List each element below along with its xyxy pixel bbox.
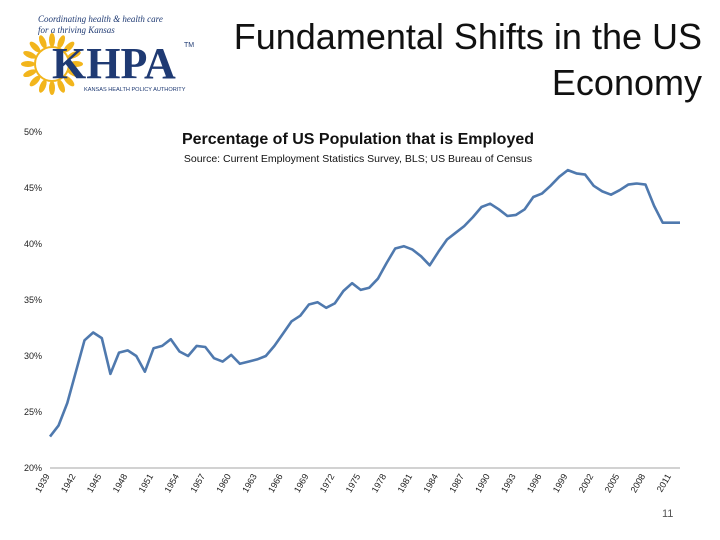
x-tick-label: 2011	[655, 472, 673, 494]
series-line	[48, 168, 680, 438]
khpa-logo: Coordinating health & health care for a …	[21, 14, 194, 95]
x-tick-label: 1975	[344, 472, 363, 494]
x-tick-label: 1978	[370, 472, 389, 494]
sun-ray	[21, 61, 35, 67]
y-tick-label: 30%	[24, 351, 42, 361]
x-tick-label: 1945	[85, 472, 104, 494]
logo-trademark: TM	[184, 42, 194, 49]
sun-ray	[29, 41, 41, 53]
x-tick-label: 1984	[421, 472, 440, 494]
x-tick-label: 1960	[214, 472, 233, 494]
logo-wordmark: KHPA	[52, 39, 176, 88]
x-tick-label: 1969	[292, 472, 311, 494]
x-tick-label: 1951	[137, 472, 156, 494]
sun-ray	[49, 33, 55, 47]
y-axis: 20% 25% 30% 35% 40% 45% 50%	[24, 127, 42, 473]
x-axis: 1939 1942 1945 1948 1951 1954 1957 1960 1963 1966…	[33, 467, 680, 494]
sun-ray	[67, 69, 81, 78]
x-tick-label: 1957	[188, 472, 207, 494]
x-tick-label: 1999	[551, 472, 570, 494]
x-tick-label: 1987	[447, 472, 466, 494]
sun-ray	[67, 50, 81, 59]
x-tick-label: 1996	[525, 472, 544, 494]
logo-org-name: KANSAS HEALTH POLICY AUTHORITY	[84, 87, 186, 93]
y-tick-label: 25%	[24, 407, 42, 417]
sun-ray	[38, 35, 47, 49]
x-tick-label: 1966	[266, 472, 285, 494]
sun-ray	[23, 69, 37, 78]
x-tick-label: 1942	[59, 472, 78, 494]
x-tick-label: 1981	[396, 472, 415, 494]
logo-tagline-line2: for a thriving Kansas	[38, 25, 115, 35]
y-tick-label: 40%	[24, 239, 42, 249]
logo-tagline-line1: Coordinating health & health care	[38, 14, 163, 24]
sun-ray	[23, 50, 37, 59]
slide-title: Fundamental Shifts in the US Economy	[182, 14, 702, 106]
sun-ray	[63, 75, 75, 87]
x-tick-label: 2008	[629, 472, 648, 494]
sun-ray	[29, 75, 41, 87]
sun-ray	[57, 79, 66, 93]
x-tick-label: 1972	[318, 472, 337, 494]
sun-ray	[57, 35, 66, 49]
y-tick-label: 50%	[24, 127, 42, 137]
x-tick-label: 1990	[473, 472, 492, 494]
sun-ray	[38, 79, 47, 93]
slide-title-line2: Economy	[551, 62, 702, 103]
employment-line-chart: Percentage of US Population that is Empl…	[24, 127, 680, 494]
x-tick-label: 1954	[163, 472, 182, 494]
x-tick-label: 1948	[111, 472, 130, 494]
chart-title: Percentage of US Population that is Empl…	[182, 131, 534, 148]
chart-subtitle: Source: Current Employment Statistics Su…	[184, 153, 532, 165]
slide-title-line1: Fundamental Shifts in the US	[233, 16, 702, 57]
sun-ray	[49, 81, 55, 95]
y-tick-label: 45%	[24, 183, 42, 193]
x-tick-label: 2005	[603, 472, 622, 494]
sun-ray	[69, 61, 83, 67]
x-tick-label: 1963	[240, 472, 259, 494]
x-tick-label: 1993	[499, 472, 518, 494]
x-tick-label: 2002	[577, 472, 596, 494]
y-tick-label: 20%	[24, 463, 42, 473]
y-tick-label: 35%	[24, 295, 42, 305]
sun-icon	[21, 33, 83, 95]
page-number: 11	[662, 508, 674, 520]
x-tick-label: 1939	[33, 472, 52, 494]
plot-area	[48, 168, 680, 438]
sun-ray	[63, 41, 75, 53]
